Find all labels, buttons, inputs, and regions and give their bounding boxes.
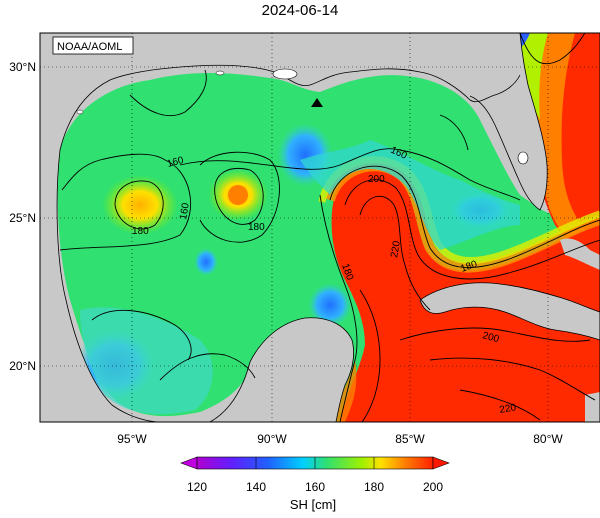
lat-label: 25°N [9, 211, 36, 225]
bahamas-land [560, 238, 600, 270]
lat-label: 30°N [9, 60, 36, 74]
map-area: 160 160 160 180 180 200 220 180 180 200 … [40, 33, 600, 422]
watermark-text: NOAA/AOML [57, 41, 122, 53]
lake-small-1 [215, 70, 225, 76]
contour-label: 220 [499, 402, 518, 416]
map-title: 2024-06-14 [261, 2, 339, 19]
contour-label: 200 [368, 174, 385, 185]
colorbar-tick: 120 [187, 480, 207, 494]
lake-small-2 [76, 109, 84, 115]
cyan-southwest [80, 307, 213, 415]
lake-pontchartrain [272, 68, 298, 80]
mexico-west-land [40, 150, 160, 422]
contour-label: 180 [248, 222, 265, 233]
yucatan-land [210, 317, 354, 422]
colorbar-units: SH [cm] [289, 497, 337, 512]
cuba-land [420, 282, 600, 340]
station-marker [311, 98, 323, 107]
warm-eddy-central-core [228, 185, 248, 205]
contour-label: 160 [178, 202, 192, 221]
watermark-box [52, 36, 134, 55]
lake-okeechobee [517, 151, 529, 165]
contour-label: 160 [166, 155, 185, 170]
lon-label: 90°W [257, 432, 287, 446]
lat-label: 20°N [9, 359, 36, 373]
cool-eddy-small [194, 248, 218, 276]
colorbar-tick: 140 [246, 480, 266, 494]
graticule [40, 33, 600, 422]
lon-label: 80°W [533, 432, 563, 446]
us-gulf-coast-land [40, 33, 520, 150]
contour-label: 200 [481, 330, 500, 345]
colorbar-right-arrow [432, 456, 450, 470]
colorbar-tick: 180 [364, 480, 384, 494]
cyan-band [300, 140, 520, 250]
atlantic-north-orange [525, 33, 600, 260]
contour-label: 220 [389, 240, 403, 259]
hispaniola-land [585, 392, 600, 422]
lon-label: 85°W [395, 432, 425, 446]
map-frame [39, 32, 600, 423]
lon-label: 95°W [117, 432, 147, 446]
cool-eddy-bay [308, 283, 352, 327]
florida-peninsula-land [470, 33, 548, 210]
contour-label-group: 160 160 160 180 180 200 220 180 180 200 … [132, 145, 517, 416]
latitude-labels: 30°N 25°N 20°N [9, 60, 36, 373]
colorbar: 120 140 160 180 200 [180, 456, 450, 494]
longitude-labels: 95°W 90°W 85°W 80°W [117, 432, 563, 446]
colorbar-left-arrow [180, 456, 198, 470]
colorbar-tick: 200 [423, 480, 443, 494]
contour-label: 180 [132, 226, 149, 237]
contour-lines [59, 33, 600, 422]
colorbar-tick: 160 [305, 480, 325, 494]
